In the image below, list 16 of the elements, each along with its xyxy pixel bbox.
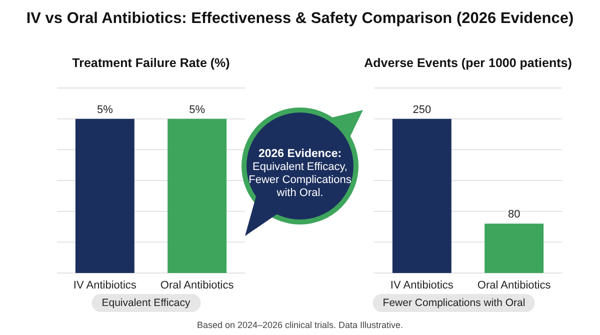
- text: Based on 2024–2026 clinical trials. Data Illustrative.: [196, 320, 404, 330]
- data-label: 5%: [189, 104, 206, 116]
- x-tick-label: IV Antibiotics: [390, 280, 454, 292]
- data-label: 5%: [96, 104, 114, 116]
- data-label: 80: [508, 208, 520, 221]
- text: Equivalent Efficacy: [92, 294, 200, 312]
- chart-subtitle: Treatment Failure Rate (%): [72, 56, 230, 70]
- text: Fewer Complications with Oral: [372, 294, 536, 312]
- chart-title: Adverse Events (per 1000 patients): [364, 56, 572, 70]
- x-tick-label: Oral Antibiotics: [160, 280, 234, 292]
- x-tick-label: IV Antibiotics: [73, 280, 137, 292]
- text: Equivalent Efficacy, Fewer Complications with Oral.: [248, 161, 352, 200]
- text: 2026 Evidence:: [258, 148, 342, 160]
- text: IV vs Oral Antibiotics: Effectiveness & Safety Comparison (2026 Evidence): [25, 10, 575, 28]
- x-tick-label: Oral Antibiotics: [477, 280, 552, 292]
- data-label: 250: [412, 104, 432, 116]
